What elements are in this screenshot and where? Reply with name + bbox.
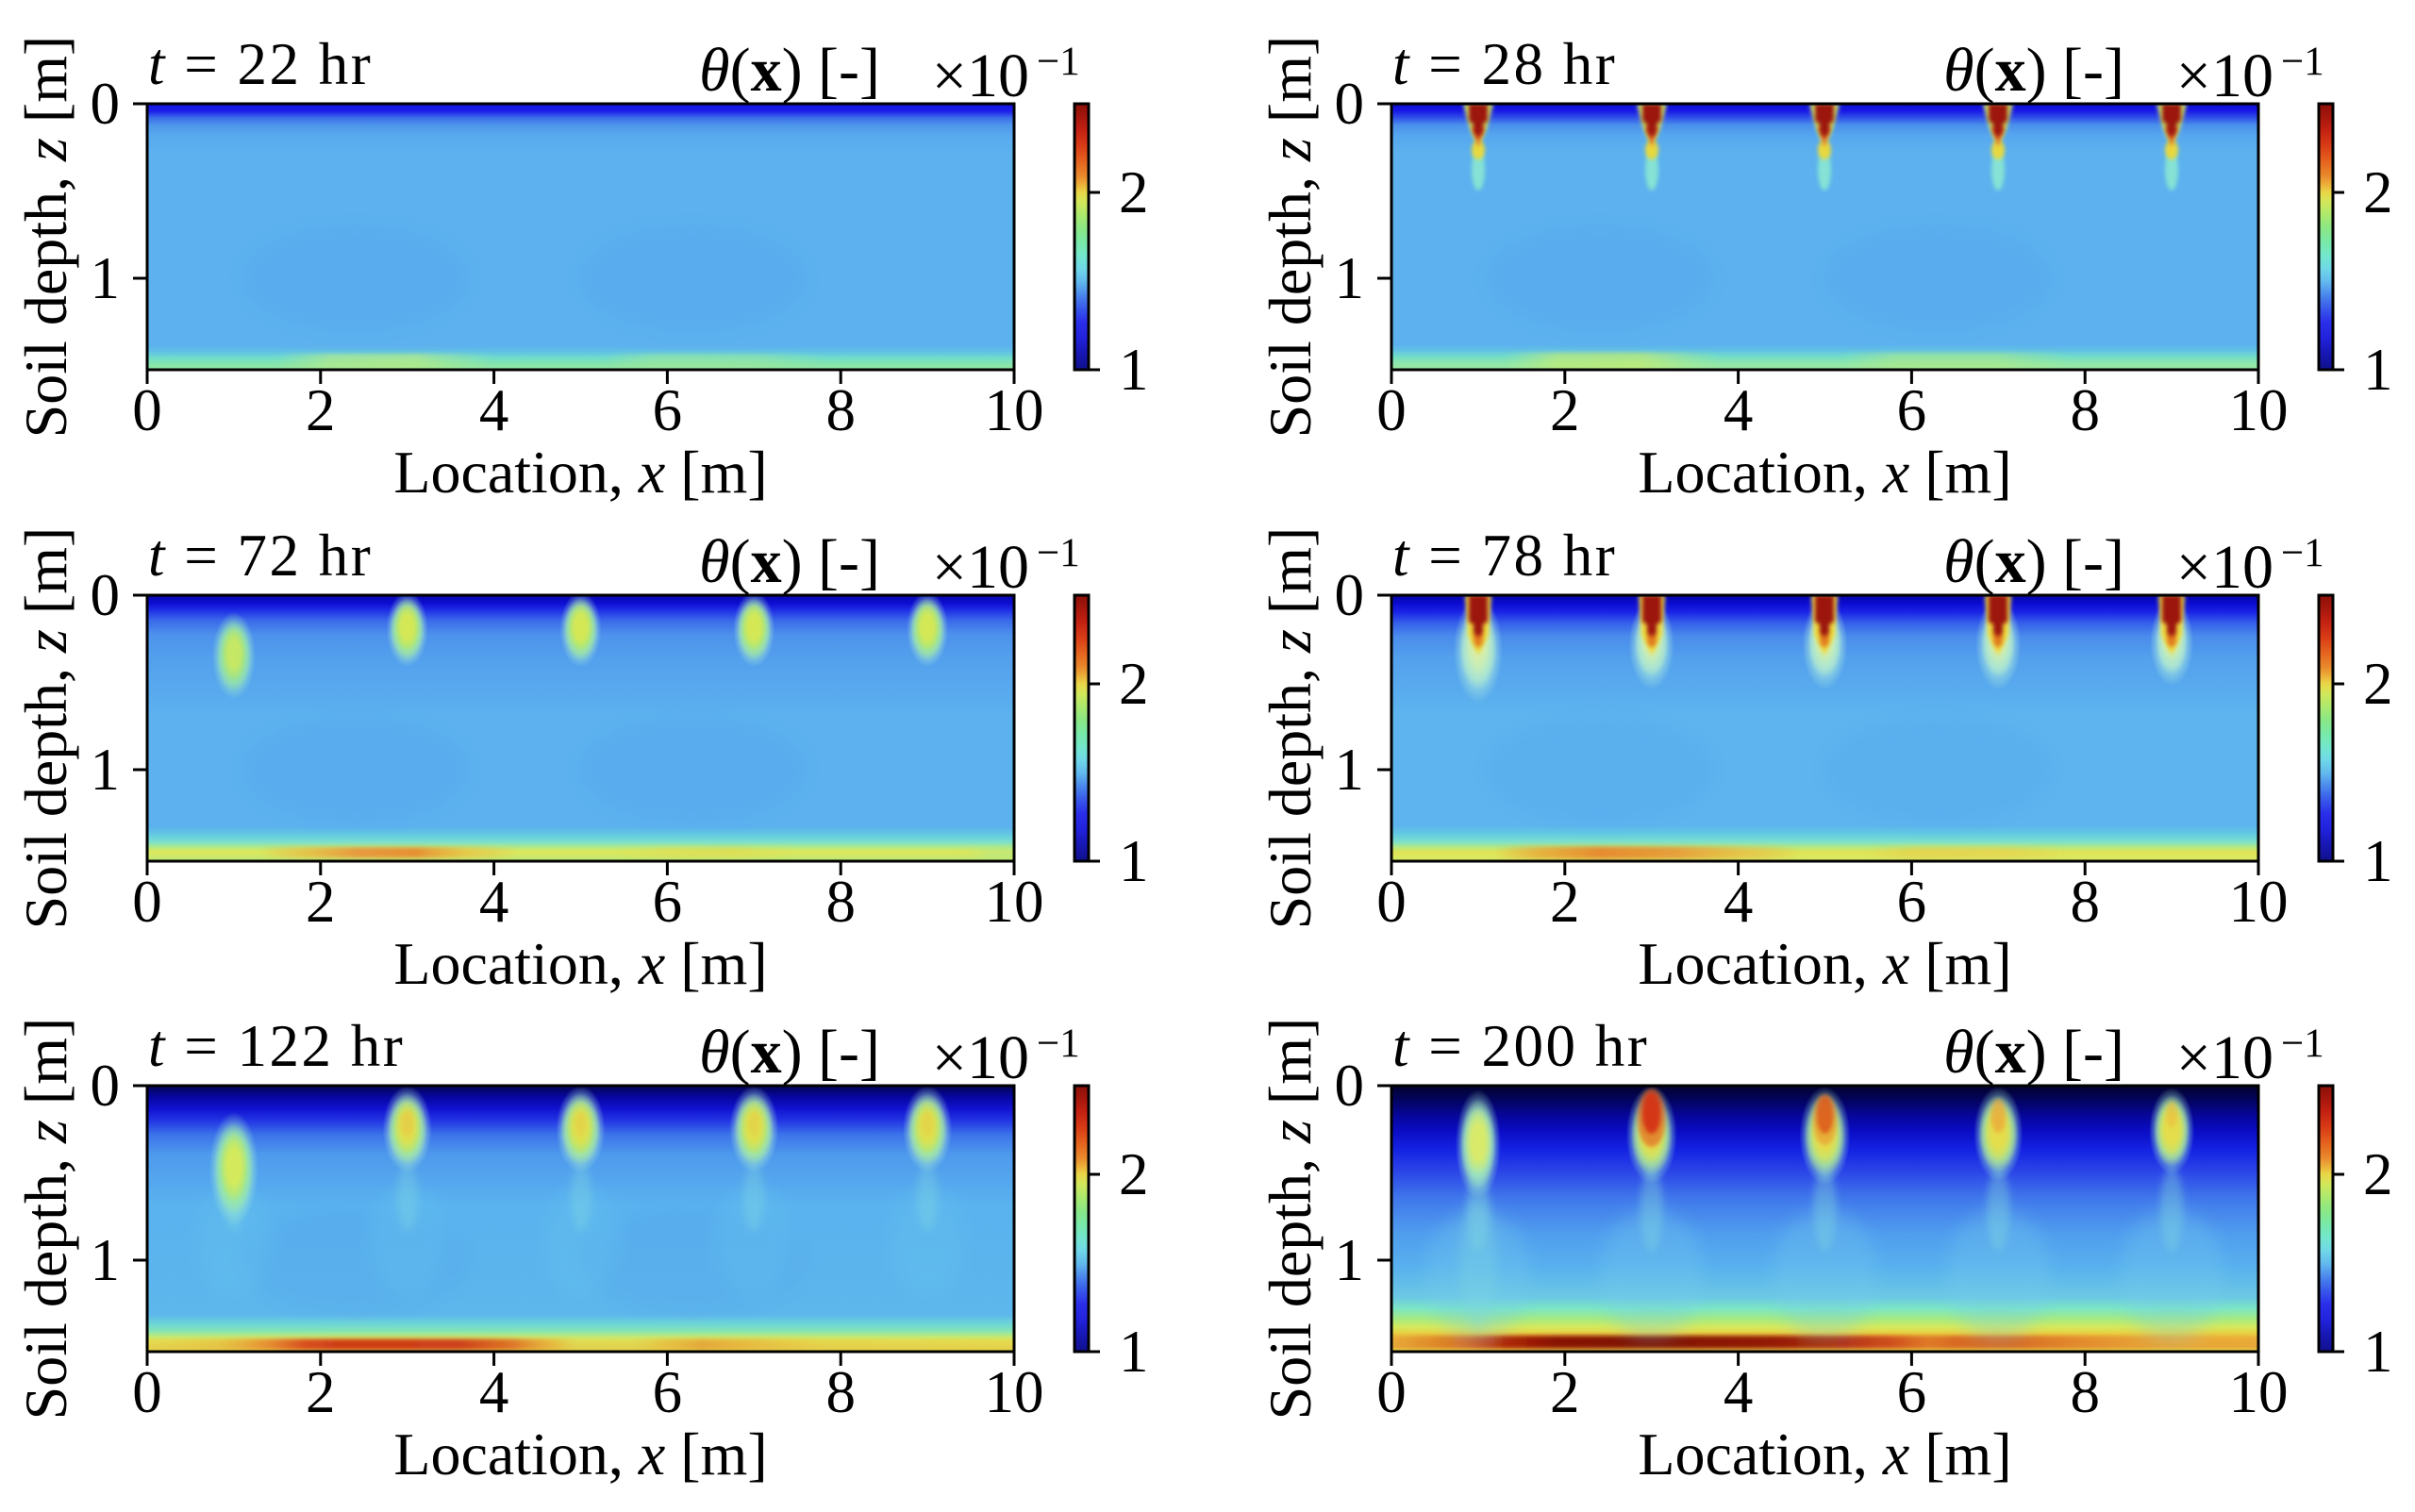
svg-text:1: 1: [1335, 245, 1365, 311]
svg-text:1: 1: [1119, 1319, 1149, 1385]
svg-text:10: 10: [985, 377, 1044, 443]
svg-text:2: 2: [2363, 1141, 2393, 1207]
svg-text:1: 1: [91, 245, 121, 311]
svg-text:Soil depth, z [m]: Soil depth, z [m]: [12, 1018, 79, 1421]
svg-text:4: 4: [479, 1359, 509, 1425]
svg-text:2: 2: [1119, 651, 1149, 717]
svg-text:1: 1: [1335, 737, 1365, 803]
svg-text:2: 2: [1119, 159, 1149, 225]
svg-text:1: 1: [91, 737, 121, 803]
svg-text:2: 2: [1550, 377, 1580, 443]
svg-text:2: 2: [1550, 1359, 1580, 1425]
svg-text:θ(x) [-]: θ(x) [-]: [1943, 527, 2124, 596]
svg-text:θ(x) [-]: θ(x) [-]: [1943, 1018, 2124, 1087]
svg-text:6: 6: [653, 377, 683, 443]
svg-text:0: 0: [91, 562, 121, 628]
svg-text:×10: ×10: [932, 1023, 1029, 1092]
svg-text:10: 10: [985, 869, 1044, 935]
svg-text:×10: ×10: [2176, 42, 2273, 110]
svg-text:θ(x) [-]: θ(x) [-]: [1943, 36, 2124, 105]
svg-text:1: 1: [2363, 337, 2393, 403]
svg-text:Soil depth, z [m]: Soil depth, z [m]: [12, 36, 79, 439]
svg-text:Location, x [m]: Location, x [m]: [393, 439, 767, 506]
svg-text:1: 1: [91, 1227, 121, 1293]
svg-text:0: 0: [132, 869, 162, 935]
svg-text:2: 2: [306, 869, 336, 935]
svg-text:2: 2: [306, 1359, 336, 1425]
svg-text:8: 8: [2070, 377, 2100, 443]
svg-text:4: 4: [479, 869, 509, 935]
svg-text:×10: ×10: [2176, 533, 2273, 602]
svg-text:2: 2: [1119, 1141, 1149, 1207]
svg-text:1: 1: [1335, 1227, 1365, 1293]
svg-text:θ(x) [-]: θ(x) [-]: [699, 527, 880, 596]
svg-text:4: 4: [1724, 377, 1754, 443]
svg-text:0: 0: [132, 1359, 162, 1425]
svg-text:2: 2: [1550, 869, 1580, 935]
svg-text:t = 122 hr: t = 122 hr: [148, 1013, 405, 1079]
svg-text:Soil depth, z [m]: Soil depth, z [m]: [1257, 36, 1324, 439]
svg-text:Location, x [m]: Location, x [m]: [1638, 1421, 2011, 1487]
svg-text:6: 6: [1897, 1359, 1927, 1425]
svg-text:1: 1: [1119, 828, 1149, 894]
svg-text:Soil depth, z [m]: Soil depth, z [m]: [12, 527, 79, 930]
svg-text:2: 2: [306, 377, 336, 443]
svg-text:t = 22 hr: t = 22 hr: [148, 31, 373, 97]
svg-text:Location, x [m]: Location, x [m]: [1638, 930, 2011, 997]
svg-text:×10: ×10: [2176, 1023, 2273, 1092]
svg-text:10: 10: [2229, 869, 2289, 935]
svg-text:×10: ×10: [932, 533, 1029, 602]
svg-text:×10: ×10: [932, 42, 1029, 110]
svg-text:6: 6: [653, 1359, 683, 1425]
svg-text:−1: −1: [1037, 40, 1080, 84]
svg-text:t = 72 hr: t = 72 hr: [148, 523, 373, 589]
svg-text:6: 6: [1897, 377, 1927, 443]
svg-text:0: 0: [1376, 869, 1407, 935]
svg-text:θ(x) [-]: θ(x) [-]: [699, 1018, 880, 1087]
svg-text:Soil depth, z [m]: Soil depth, z [m]: [1257, 527, 1324, 930]
svg-text:Location, x [m]: Location, x [m]: [393, 930, 767, 997]
svg-text:8: 8: [825, 1359, 856, 1425]
svg-text:0: 0: [132, 377, 162, 443]
svg-text:1: 1: [2363, 828, 2393, 894]
svg-text:2: 2: [2363, 159, 2393, 225]
svg-text:2: 2: [2363, 651, 2393, 717]
svg-text:Location, x [m]: Location, x [m]: [393, 1421, 767, 1487]
svg-text:10: 10: [2229, 377, 2289, 443]
svg-text:0: 0: [1335, 1053, 1365, 1119]
svg-text:8: 8: [825, 377, 856, 443]
svg-text:10: 10: [985, 1359, 1044, 1425]
svg-text:0: 0: [1376, 1359, 1407, 1425]
svg-text:0: 0: [1335, 71, 1365, 137]
svg-text:0: 0: [91, 71, 121, 137]
svg-text:−1: −1: [2281, 531, 2324, 575]
svg-text:8: 8: [2070, 1359, 2100, 1425]
svg-text:4: 4: [1724, 869, 1754, 935]
svg-text:t = 28 hr: t = 28 hr: [1392, 31, 1617, 97]
svg-text:−1: −1: [2281, 40, 2324, 84]
svg-text:8: 8: [2070, 869, 2100, 935]
svg-text:10: 10: [2229, 1359, 2289, 1425]
svg-text:0: 0: [91, 1053, 121, 1119]
svg-text:6: 6: [653, 869, 683, 935]
svg-text:Location, x [m]: Location, x [m]: [1638, 439, 2011, 506]
svg-text:−1: −1: [1037, 531, 1080, 575]
svg-text:−1: −1: [2281, 1022, 2324, 1066]
svg-text:4: 4: [1724, 1359, 1754, 1425]
svg-text:0: 0: [1376, 377, 1407, 443]
svg-text:θ(x) [-]: θ(x) [-]: [699, 36, 880, 105]
svg-text:6: 6: [1897, 869, 1927, 935]
svg-text:t = 200 hr: t = 200 hr: [1392, 1013, 1649, 1079]
svg-text:t = 78 hr: t = 78 hr: [1392, 523, 1617, 589]
svg-text:1: 1: [1119, 337, 1149, 403]
svg-text:Soil depth, z [m]: Soil depth, z [m]: [1257, 1018, 1324, 1421]
svg-text:0: 0: [1335, 562, 1365, 628]
svg-text:1: 1: [2363, 1319, 2393, 1385]
svg-text:4: 4: [479, 377, 509, 443]
svg-text:8: 8: [825, 869, 856, 935]
svg-text:−1: −1: [1037, 1022, 1080, 1066]
